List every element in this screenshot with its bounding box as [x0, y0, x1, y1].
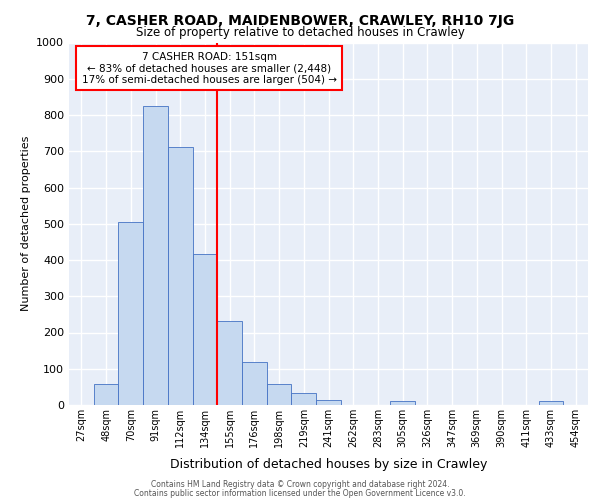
Bar: [217, 321, 242, 405]
Bar: [94, 384, 118, 405]
Text: Size of property relative to detached houses in Crawley: Size of property relative to detached ho…: [136, 26, 464, 39]
Bar: [390, 400, 415, 405]
Bar: [539, 402, 563, 405]
Text: Contains public sector information licensed under the Open Government Licence v3: Contains public sector information licen…: [134, 488, 466, 498]
Text: 7 CASHER ROAD: 151sqm
← 83% of detached houses are smaller (2,448)
17% of semi-d: 7 CASHER ROAD: 151sqm ← 83% of detached …: [82, 52, 337, 85]
Y-axis label: Number of detached properties: Number of detached properties: [20, 136, 31, 312]
Text: Contains HM Land Registry data © Crown copyright and database right 2024.: Contains HM Land Registry data © Crown c…: [151, 480, 449, 489]
Bar: [316, 400, 341, 405]
Bar: [143, 106, 168, 405]
Text: 7, CASHER ROAD, MAIDENBOWER, CRAWLEY, RH10 7JG: 7, CASHER ROAD, MAIDENBOWER, CRAWLEY, RH…: [86, 14, 514, 28]
Bar: [292, 393, 316, 405]
X-axis label: Distribution of detached houses by size in Crawley: Distribution of detached houses by size …: [170, 458, 487, 471]
Bar: [267, 384, 292, 405]
Bar: [242, 362, 267, 405]
Bar: [193, 254, 217, 405]
Bar: [168, 147, 193, 405]
Bar: [118, 222, 143, 405]
